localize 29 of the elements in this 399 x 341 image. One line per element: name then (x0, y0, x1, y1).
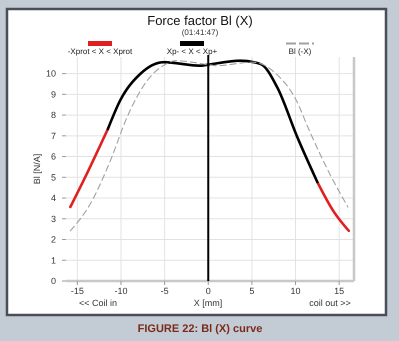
x-tick-label: 0 (206, 286, 211, 296)
legend-label: Xp- < X < Xp+ (166, 47, 218, 56)
y-tick-label: 1 (50, 255, 56, 266)
y-axis-title: Bl [N/A] (32, 154, 42, 184)
y-tick-label: 8 (50, 110, 56, 120)
x-tick-label: 5 (249, 286, 254, 296)
y-tick-label: 5 (50, 172, 56, 182)
x-tick-label: -10 (114, 286, 128, 296)
chart-title: Force factor Bl (X) (147, 13, 253, 28)
text: << Coil in (78, 298, 118, 308)
legend-label: -Xprot < X < Xprot (68, 47, 134, 56)
legend-label: Bl (-X) (288, 47, 312, 56)
y-tick-label: 3 (50, 214, 56, 224)
y-tick-label: 9 (50, 89, 56, 100)
y-tick-label: 10 (46, 68, 56, 79)
y-tick-label: 4 (50, 193, 56, 204)
x-tick-label: -5 (160, 286, 169, 296)
y-tick-label: 0 (50, 276, 56, 286)
chart-subtitle: (01:41:47) (182, 28, 219, 37)
y-tick-label: 2 (50, 234, 56, 245)
x-axis-title: X [mm] (194, 298, 222, 308)
caption: FIGURE 22: Bl (X) curve (138, 323, 262, 335)
y-tick-label: 7 (50, 130, 56, 141)
x-tick-label: -15 (70, 286, 84, 296)
y-tick-label: 6 (50, 152, 56, 162)
line-series (70, 60, 348, 232)
x-tick-label: 15 (334, 286, 344, 296)
x-tick-label: 10 (290, 286, 301, 296)
text: coil out >> (309, 298, 351, 308)
